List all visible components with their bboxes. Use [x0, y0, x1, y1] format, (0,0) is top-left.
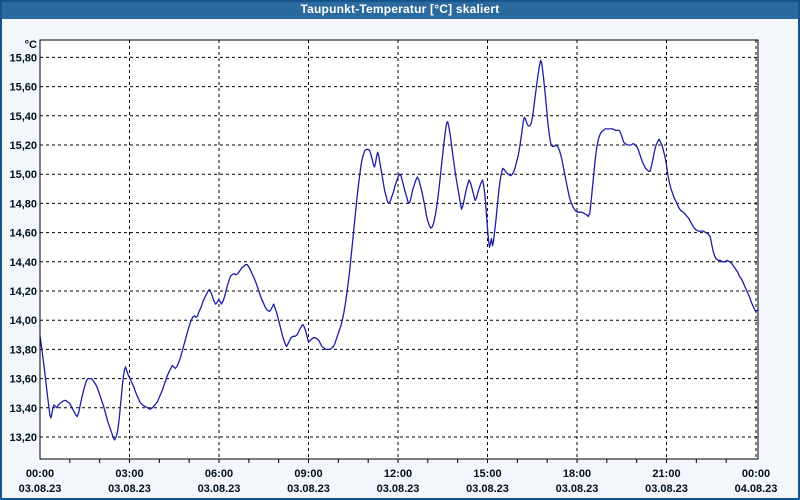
y-axis-label: 14,20 — [9, 286, 37, 298]
x-axis-time-label: 03:00 — [115, 468, 143, 480]
x-axis-date-label: 03.08.23 — [645, 483, 688, 495]
y-axis-label: 14,60 — [9, 228, 37, 240]
y-axis-label: 13,60 — [9, 374, 37, 386]
plot-frame — [39, 39, 759, 460]
x-axis-date-label: 04.08.23 — [735, 483, 778, 495]
temperature-line — [39, 59, 759, 441]
chart-title: Taupunkt-Temperatur [°C] skaliert — [300, 2, 500, 16]
y-axis-label: 15,00 — [9, 169, 37, 181]
x-axis-time-label: 15:00 — [473, 468, 501, 480]
y-axis-label: 15,20 — [9, 140, 37, 152]
y-axis-label: 14,80 — [9, 198, 37, 210]
y-axis-unit-label: °C — [25, 39, 37, 51]
y-axis-label: 13,20 — [9, 432, 37, 444]
y-axis-label: 15,60 — [9, 82, 37, 94]
x-axis-time-label: 00:00 — [26, 468, 54, 480]
y-axis-label: 14,40 — [9, 257, 37, 269]
x-axis-date-label: 03.08.23 — [108, 483, 151, 495]
x-axis-date-label: 03.08.23 — [198, 483, 241, 495]
y-axis-label: 15,40 — [9, 111, 37, 123]
x-axis-date-label: 03.08.23 — [19, 483, 62, 495]
x-axis-time-label: 21:00 — [652, 468, 680, 480]
y-axis-label: 14,00 — [9, 315, 37, 327]
x-axis-time-label: 12:00 — [384, 468, 412, 480]
x-axis-time-label: 18:00 — [563, 468, 591, 480]
x-axis-time-label: 09:00 — [294, 468, 322, 480]
y-axis-label: 15,80 — [9, 52, 37, 64]
x-axis-time-label: 06:00 — [205, 468, 233, 480]
plot-frame-outline — [39, 39, 759, 460]
y-axis-label: 13,80 — [9, 344, 37, 356]
x-axis-date-label: 03.08.23 — [287, 483, 330, 495]
chart-title-bar: Taupunkt-Temperatur [°C] skaliert — [0, 0, 800, 19]
x-axis-date-label: 03.08.23 — [377, 483, 420, 495]
x-axis-date-label: 03.08.23 — [466, 483, 509, 495]
y-axis-label: 13,40 — [9, 403, 37, 415]
x-axis-date-label: 03.08.23 — [556, 483, 599, 495]
x-axis-time-label: 00:00 — [742, 468, 770, 480]
